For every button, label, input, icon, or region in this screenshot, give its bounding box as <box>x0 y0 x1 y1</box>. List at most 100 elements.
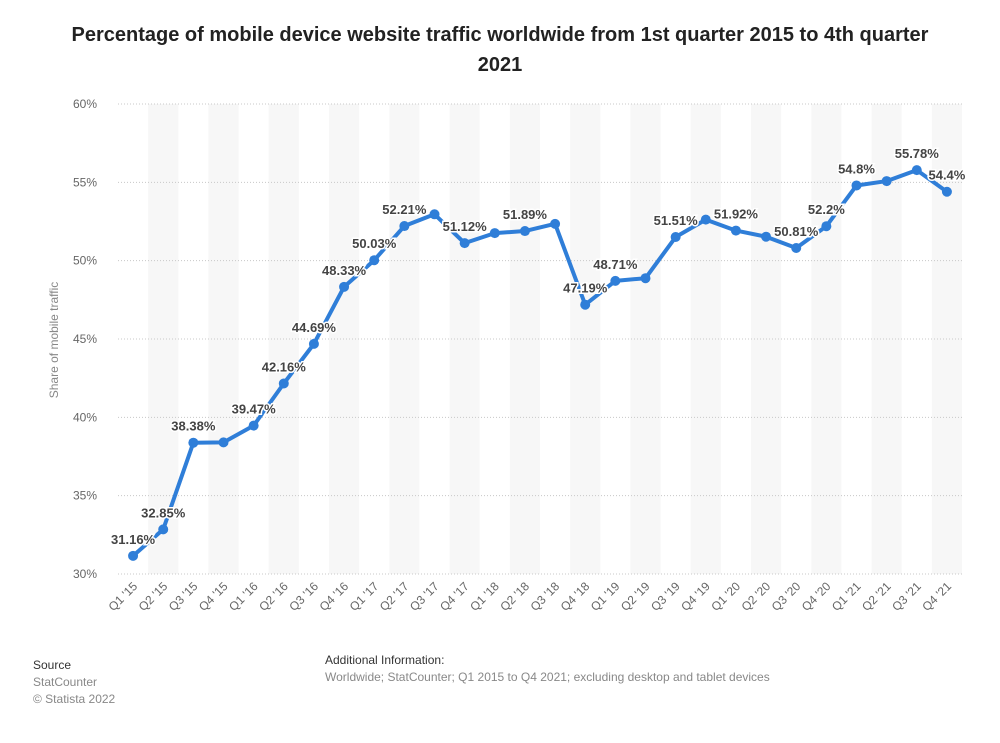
y-tick-label: 55% <box>73 175 97 189</box>
plot-band <box>329 104 360 574</box>
data-point <box>911 165 922 176</box>
x-tick-label: Q1 '15 <box>106 579 141 614</box>
data-point <box>881 176 892 187</box>
data-point <box>459 238 470 249</box>
data-point <box>610 275 621 286</box>
x-tick-label: Q4 '19 <box>678 579 713 614</box>
y-axis-ticks: 30% 35% 40% 45% 50% 55% 60% <box>73 97 97 581</box>
x-tick-label: Q1 '18 <box>467 579 502 614</box>
x-tick-label: Q3 '19 <box>648 579 683 614</box>
y-tick-label: 60% <box>73 97 97 111</box>
x-tick-label: Q4 '21 <box>919 579 954 614</box>
x-tick-label: Q3 '16 <box>286 579 321 614</box>
x-tick-label: Q2 '15 <box>136 579 171 614</box>
data-label: 50.81% <box>774 224 819 239</box>
data-point <box>128 550 139 561</box>
plot-band <box>389 104 420 574</box>
data-label: 51.89% <box>503 207 548 222</box>
data-point <box>188 437 199 448</box>
x-tick-label: Q1 '19 <box>588 579 623 614</box>
y-tick-label: 35% <box>73 489 97 503</box>
x-tick-label: Q3 '20 <box>769 579 804 614</box>
plot-band <box>690 104 721 574</box>
additional-info-heading: Additional Information: <box>325 653 445 667</box>
data-label: 50.03% <box>352 236 397 251</box>
data-label: 51.12% <box>443 219 488 234</box>
data-label: 54.4% <box>928 168 965 183</box>
y-tick-label: 30% <box>73 567 97 581</box>
y-tick-label: 50% <box>73 254 97 268</box>
data-label: 47.19% <box>563 281 608 296</box>
data-point <box>158 524 169 535</box>
data-label: 32.85% <box>141 505 186 520</box>
copyright[interactable]: © Statista 2022 <box>33 692 116 706</box>
data-point <box>308 338 319 349</box>
additional-info-text: Worldwide; StatCounter; Q1 2015 to Q4 20… <box>325 670 770 684</box>
y-axis-label: Share of mobile traffic <box>47 282 61 399</box>
data-label: 38.38% <box>171 419 216 434</box>
data-point <box>339 281 350 292</box>
data-point <box>851 180 862 191</box>
data-point <box>278 378 289 389</box>
data-point <box>640 273 651 284</box>
series-line <box>131 168 949 558</box>
data-point <box>550 218 561 229</box>
data-point <box>670 232 681 243</box>
x-tick-label: Q3 '18 <box>528 579 563 614</box>
x-tick-label: Q4 '18 <box>558 579 593 614</box>
data-label: 44.69% <box>292 320 337 335</box>
x-tick-label: Q2 '17 <box>377 579 412 614</box>
data-labels: 31.16% 32.85% 38.38% 39.47% 42.16% 44.69% 48.3… <box>110 145 968 549</box>
data-point <box>429 209 440 220</box>
data-point <box>761 231 772 242</box>
data-point <box>730 225 741 236</box>
data-label: 55.78% <box>895 146 940 161</box>
data-point <box>821 221 832 232</box>
y-tick-label: 40% <box>73 410 97 424</box>
data-point <box>218 437 229 448</box>
data-point <box>369 255 380 266</box>
source-name[interactable]: StatCounter <box>33 675 98 689</box>
x-tick-label: Q3 '21 <box>889 579 924 614</box>
data-label: 48.71% <box>593 257 638 272</box>
x-tick-label: Q2 '19 <box>618 579 653 614</box>
x-tick-label: Q1 '17 <box>347 579 382 614</box>
x-tick-label: Q4 '17 <box>437 579 472 614</box>
data-label: 54.8% <box>838 161 875 176</box>
x-tick-label: Q2 '16 <box>256 579 291 614</box>
data-label: 51.92% <box>714 207 759 222</box>
data-label: 39.47% <box>232 402 277 417</box>
series-path <box>131 168 949 558</box>
additional-info-block: Additional Information: Worldwide; StatC… <box>325 652 770 686</box>
data-label: 51.51% <box>654 213 699 228</box>
x-tick-label: Q1 '16 <box>226 579 261 614</box>
data-point <box>248 420 259 431</box>
data-point <box>700 214 711 225</box>
data-point <box>489 228 500 239</box>
data-label: 48.33% <box>322 263 367 278</box>
data-label: 52.2% <box>808 202 845 217</box>
x-tick-label: Q2 '21 <box>859 579 894 614</box>
x-tick-label: Q3 '15 <box>166 579 201 614</box>
x-tick-label: Q1 '20 <box>708 579 743 614</box>
data-point <box>791 242 802 253</box>
data-point <box>941 186 952 197</box>
x-tick-label: Q3 '17 <box>407 579 442 614</box>
line-chart: 30% 35% 40% 45% 50% 55% 60% Share of mobile tr… <box>47 97 968 614</box>
chart-title: Percentage of mobile device website traf… <box>71 24 929 76</box>
x-tick-label: Q2 '20 <box>739 579 774 614</box>
x-tick-label: Q4 '20 <box>799 579 834 614</box>
data-point <box>399 221 410 232</box>
y-tick-label: 45% <box>73 332 97 346</box>
x-tick-label: Q4 '15 <box>196 579 231 614</box>
data-label: 52.21% <box>382 202 427 217</box>
source-block: Source StatCounter © Statista 2022 <box>33 657 115 708</box>
x-tick-label: Q4 '16 <box>317 579 352 614</box>
source-heading: Source <box>33 658 72 672</box>
data-label: 42.16% <box>262 359 307 374</box>
x-tick-label: Q2 '18 <box>497 579 532 614</box>
data-point <box>580 299 591 310</box>
data-points <box>128 165 952 561</box>
data-point <box>519 226 530 237</box>
